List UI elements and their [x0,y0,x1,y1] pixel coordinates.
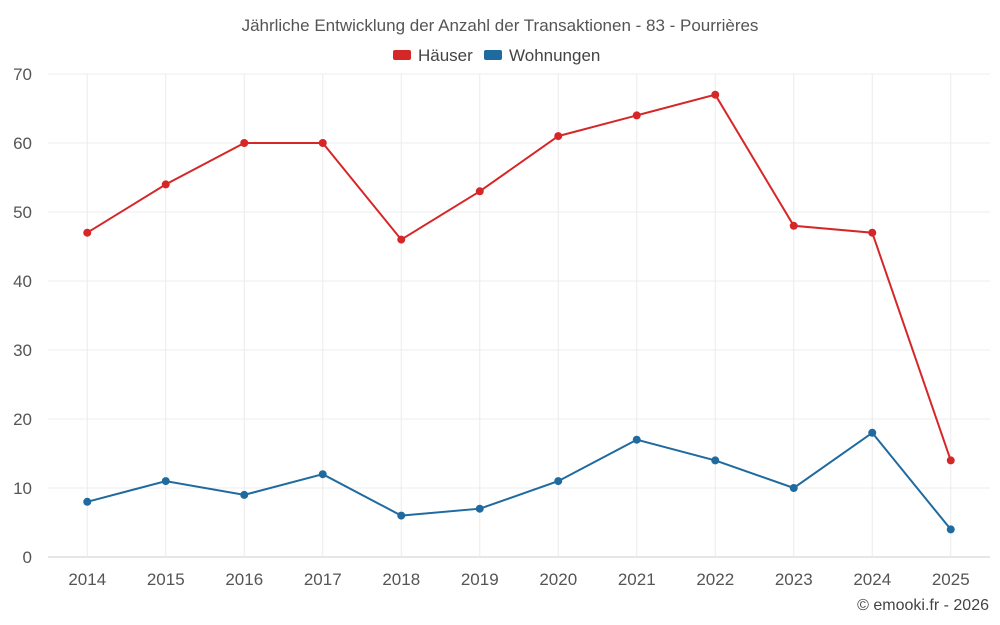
y-tick-label-70: 70 [13,65,32,84]
x-tick-label-2017: 2017 [304,570,342,589]
data-point-haeuser-2022[interactable] [711,90,720,99]
x-tick-label-2024: 2024 [853,570,891,589]
x-tick-label-2020: 2020 [539,570,577,589]
data-point-wohnungen-2015[interactable] [161,477,170,486]
data-point-wohnungen-2016[interactable] [240,490,249,499]
y-tick-label-60: 60 [13,134,32,153]
series-line-wohnungen [86,431,952,531]
data-point-wohnungen-2014[interactable] [83,497,92,506]
x-tick-label-2022: 2022 [696,570,734,589]
legend-swatch-haeuser [393,50,411,60]
chart-title: Jährliche Entwicklung der Anzahl der Tra… [242,16,759,35]
y-tick-label-20: 20 [13,410,32,429]
y-axis-ticks: 0 10 20 30 40 50 60 70 [13,65,32,567]
data-point-haeuser-2015[interactable] [161,180,170,189]
credit-text: © emooki.fr - 2026 [857,597,989,614]
data-point-haeuser-2024[interactable] [868,228,877,237]
y-tick-label-10: 10 [13,479,32,498]
x-tick-label-2016: 2016 [225,570,263,589]
x-tick-label-2021: 2021 [618,570,656,589]
data-point-haeuser-2014[interactable] [83,228,92,237]
x-gridlines [86,74,952,557]
data-point-haeuser-2021[interactable] [632,111,641,120]
data-point-wohnungen-2018[interactable] [397,511,406,520]
data-point-haeuser-2018[interactable] [397,235,406,244]
series-line-haeuser [86,93,952,461]
data-point-wohnungen-2024[interactable] [868,428,877,437]
data-point-wohnungen-2021[interactable] [632,435,641,444]
series-layer [83,90,955,534]
x-tick-label-2014: 2014 [68,570,106,589]
data-point-wohnungen-2023[interactable] [789,484,798,492]
x-tick-label-2015: 2015 [147,570,185,589]
x-tick-label-2019: 2019 [461,570,499,589]
y-tick-label-30: 30 [13,341,32,360]
y-tick-label-50: 50 [13,203,32,222]
legend-label-wohnungen[interactable]: Wohnungen [509,46,600,65]
data-point-wohnungen-2019[interactable] [475,504,484,513]
x-tick-label-2018: 2018 [382,570,420,589]
data-point-wohnungen-2022[interactable] [711,456,720,465]
data-point-wohnungen-2025[interactable] [946,525,955,534]
legend: Häuser Wohnungen [393,46,600,65]
data-point-haeuser-2016[interactable] [240,139,249,147]
data-point-haeuser-2023[interactable] [789,221,798,230]
x-tick-label-2025: 2025 [932,570,970,589]
data-point-haeuser-2019[interactable] [475,187,484,196]
legend-label-haeuser[interactable]: Häuser [418,46,473,65]
data-point-haeuser-2025[interactable] [946,456,955,465]
x-tick-label-2023: 2023 [775,570,813,589]
x-axis-ticks: 2014 2015 2016 2017 2018 2019 2020 2021 2022 2023… [68,570,969,589]
data-point-wohnungen-2017[interactable] [318,470,327,479]
data-point-haeuser-2017[interactable] [318,139,327,147]
legend-swatch-wohnungen [484,50,502,60]
data-point-haeuser-2020[interactable] [554,132,563,141]
y-tick-label-40: 40 [13,272,32,291]
data-point-wohnungen-2020[interactable] [554,477,563,486]
y-tick-label-0: 0 [23,548,32,567]
